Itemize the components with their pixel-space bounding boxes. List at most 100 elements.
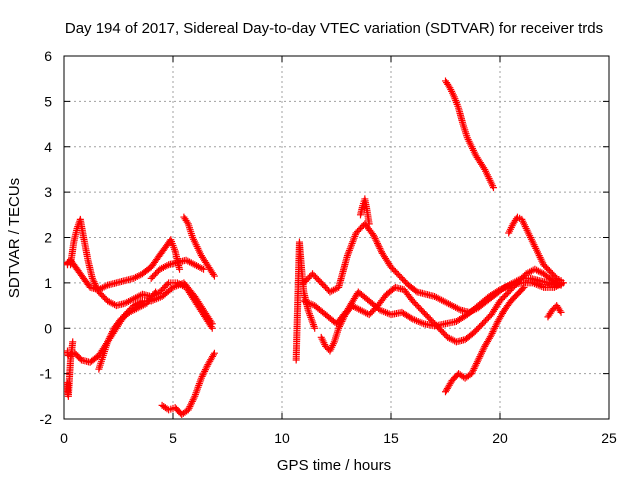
series-s15 [505,213,565,285]
plus-marker [209,270,217,278]
y-axis-label: SDTVAR / TECUs [6,178,23,298]
plus-marker [152,288,160,296]
x-tick-label: 0 [60,430,68,446]
plus-marker [478,348,486,356]
plus-marker [490,326,498,334]
series-s9 [292,238,319,364]
series-s4 [64,338,77,400]
plus-marker [557,308,565,316]
plus-marker [338,317,346,325]
plus-marker [407,314,415,322]
chart-title: Day 194 of 2017, Sidereal Day-to-day VTE… [65,20,603,37]
plus-marker [377,246,385,254]
plus-marker [489,328,497,336]
plus-marker [477,351,485,359]
plus-marker [92,281,100,289]
plus-marker [188,399,196,407]
y-tick-label: 4 [44,139,52,155]
plus-marker [189,396,197,404]
data-points [64,77,567,418]
plus-marker [557,277,565,285]
plus-marker [472,361,480,369]
plus-marker [473,358,481,366]
y-tick-label: -1 [40,366,53,382]
plus-marker [69,338,77,346]
plus-marker [372,236,380,244]
plus-marker [475,354,483,362]
plus-marker [104,338,112,346]
plus-marker [207,318,215,326]
plus-marker [494,287,502,295]
series-s11 [300,279,567,330]
plus-marker [340,314,348,322]
plus-marker [198,372,206,380]
plus-marker [476,353,484,361]
plus-marker [491,323,499,331]
plus-marker [185,404,193,412]
plus-marker [471,363,479,371]
plus-marker [184,406,192,414]
series-s8 [147,256,208,282]
plus-marker [365,220,373,228]
plus-marker [163,280,171,288]
plus-marker [88,274,96,282]
series-s16 [544,302,565,321]
plus-marker [108,329,116,337]
x-tick-label: 20 [492,430,508,446]
plus-marker [375,243,383,251]
series-s14 [442,283,528,396]
plus-marker [208,320,216,328]
y-tick-label: 3 [44,184,52,200]
plus-marker [370,231,378,239]
plus-marker [107,331,115,339]
plus-marker [489,184,497,192]
x-axis-label: GPS time / hours [277,457,391,474]
plus-marker [337,319,345,327]
plus-marker [469,366,477,374]
plus-marker [90,278,98,286]
plus-marker [183,218,191,226]
grid-lines [64,56,609,419]
plus-marker [473,359,481,367]
plus-marker [201,366,209,374]
plus-marker [551,273,559,281]
plus-marker [91,279,99,287]
series-s7 [180,213,218,280]
plus-marker [487,331,495,339]
plus-marker [335,324,343,332]
plus-marker [371,235,379,243]
plus-marker [479,346,487,354]
x-tick-label: 10 [274,430,290,446]
plus-marker [491,324,499,332]
y-tick-label: 6 [44,48,52,64]
plus-marker [209,351,217,359]
plus-marker [480,164,488,172]
y-tick-label: 5 [44,93,52,109]
x-tick-label: 5 [169,430,177,446]
plus-marker [89,276,97,284]
plus-marker [470,365,478,373]
plus-marker [176,265,184,273]
plus-marker [370,233,378,241]
plus-marker [374,241,382,249]
plus-marker [186,403,194,411]
series-s5 [95,288,160,373]
plus-marker [106,333,114,341]
series-s1 [64,236,184,294]
plus-marker [109,328,117,336]
series-s10 [300,220,567,316]
plus-marker [336,321,344,329]
plus-marker [197,374,205,382]
plus-marker [468,368,476,376]
plus-marker [92,283,100,291]
plus-marker [492,321,500,329]
y-tick-label: -2 [40,411,53,427]
plus-marker [520,283,528,291]
plus-marker [374,239,382,247]
series-s12 [317,265,565,355]
y-tick-label: 1 [44,275,52,291]
plus-marker [339,316,347,324]
x-tick-label: 15 [383,430,399,446]
plus-marker [105,334,113,342]
